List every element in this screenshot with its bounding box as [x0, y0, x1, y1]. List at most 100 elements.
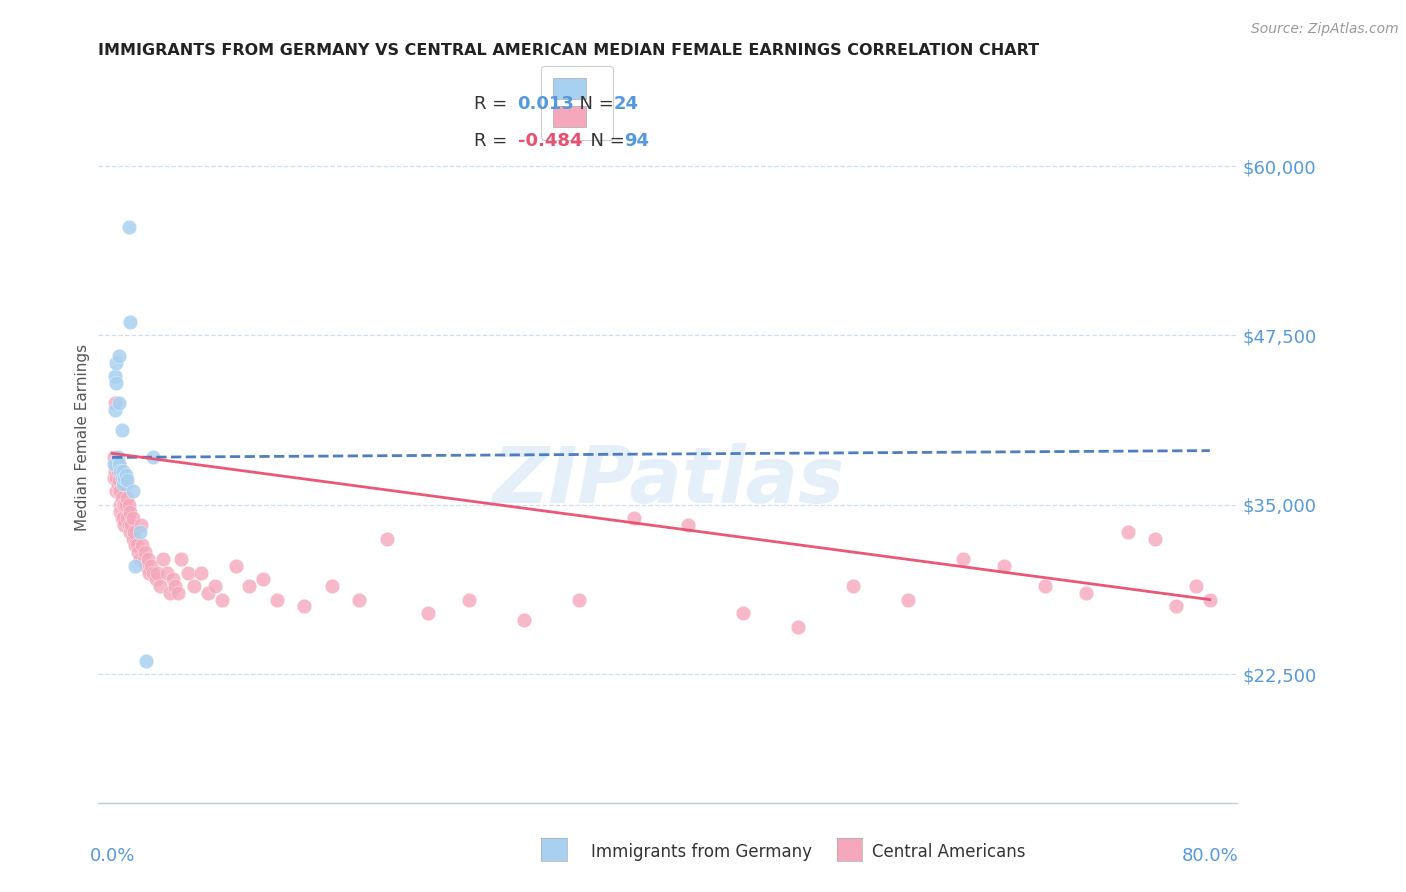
Point: [132, 552, 155, 566]
Point: [167, 586, 190, 600]
Point: [108, 457, 131, 471]
Point: [121, 511, 143, 525]
Point: [105, 376, 128, 390]
Point: [124, 558, 146, 573]
Text: 94: 94: [624, 132, 650, 150]
Point: [112, 498, 135, 512]
Point: [842, 579, 865, 593]
Point: [112, 477, 135, 491]
Point: [170, 552, 193, 566]
Point: [121, 484, 143, 499]
Point: [114, 518, 136, 533]
Text: N =: N =: [568, 95, 619, 113]
Point: [238, 579, 260, 593]
Point: [120, 518, 142, 533]
Point: [131, 538, 153, 552]
Point: [897, 592, 920, 607]
Point: [225, 558, 247, 573]
Point: [139, 558, 162, 573]
Point: [204, 579, 226, 593]
Point: [149, 579, 172, 593]
Point: [145, 572, 167, 586]
Point: [118, 315, 141, 329]
Text: R =: R =: [474, 95, 513, 113]
Point: [107, 477, 129, 491]
Point: [111, 491, 134, 505]
Point: [1076, 586, 1098, 600]
Point: [1164, 599, 1187, 614]
Point: [122, 524, 145, 539]
Point: [110, 505, 132, 519]
Point: [416, 606, 439, 620]
Point: [111, 471, 134, 485]
Point: [142, 450, 165, 465]
Point: [110, 484, 132, 499]
Point: [115, 468, 138, 483]
Point: [115, 498, 138, 512]
Point: [107, 464, 129, 478]
Point: [115, 474, 138, 488]
Point: [162, 572, 184, 586]
Point: [156, 566, 179, 580]
Point: [110, 498, 132, 512]
Point: [678, 518, 700, 533]
Text: 0.013: 0.013: [517, 95, 575, 113]
Text: Source: ZipAtlas.com: Source: ZipAtlas.com: [1251, 22, 1399, 37]
Point: [118, 524, 141, 539]
Text: 80.0%: 80.0%: [1181, 847, 1239, 865]
Point: [136, 552, 159, 566]
Point: [117, 518, 139, 533]
Point: [118, 505, 141, 519]
Point: [104, 403, 127, 417]
Point: [787, 620, 810, 634]
Point: [152, 552, 174, 566]
Point: [176, 566, 198, 580]
Point: [115, 477, 138, 491]
Point: [107, 450, 129, 465]
Point: [135, 558, 157, 573]
Point: [138, 566, 160, 580]
Point: [104, 396, 127, 410]
Point: [104, 464, 127, 478]
Point: [112, 511, 135, 525]
Point: [111, 511, 134, 525]
Text: R =: R =: [474, 132, 513, 150]
Point: [117, 498, 139, 512]
Point: [993, 558, 1015, 573]
Point: [127, 545, 149, 559]
Text: Immigrants from Germany: Immigrants from Germany: [591, 843, 811, 861]
Point: [211, 592, 233, 607]
Point: [321, 579, 343, 593]
Point: [108, 396, 131, 410]
Point: [110, 464, 132, 478]
Point: [1143, 532, 1166, 546]
Point: [129, 518, 152, 533]
Text: 24: 24: [613, 95, 638, 113]
Point: [142, 566, 165, 580]
Text: 0.0%: 0.0%: [90, 847, 135, 865]
Point: [165, 579, 187, 593]
Point: [292, 599, 315, 614]
Point: [103, 457, 125, 471]
Point: [105, 471, 128, 485]
Text: Central Americans: Central Americans: [872, 843, 1025, 861]
Text: IMMIGRANTS FROM GERMANY VS CENTRAL AMERICAN MEDIAN FEMALE EARNINGS CORRELATION C: IMMIGRANTS FROM GERMANY VS CENTRAL AMERI…: [98, 43, 1039, 58]
Point: [1185, 579, 1208, 593]
Point: [347, 592, 370, 607]
Point: [128, 552, 150, 566]
Point: [114, 471, 136, 485]
Point: [252, 572, 274, 586]
Point: [190, 566, 212, 580]
Point: [135, 654, 157, 668]
Point: [568, 592, 591, 607]
Point: [115, 491, 138, 505]
Point: [513, 613, 536, 627]
Point: [108, 349, 131, 363]
Point: [125, 538, 148, 552]
Point: [104, 369, 127, 384]
Point: [1033, 579, 1056, 593]
Point: [952, 552, 974, 566]
Point: [103, 471, 125, 485]
Point: [623, 511, 645, 525]
Point: [159, 586, 181, 600]
